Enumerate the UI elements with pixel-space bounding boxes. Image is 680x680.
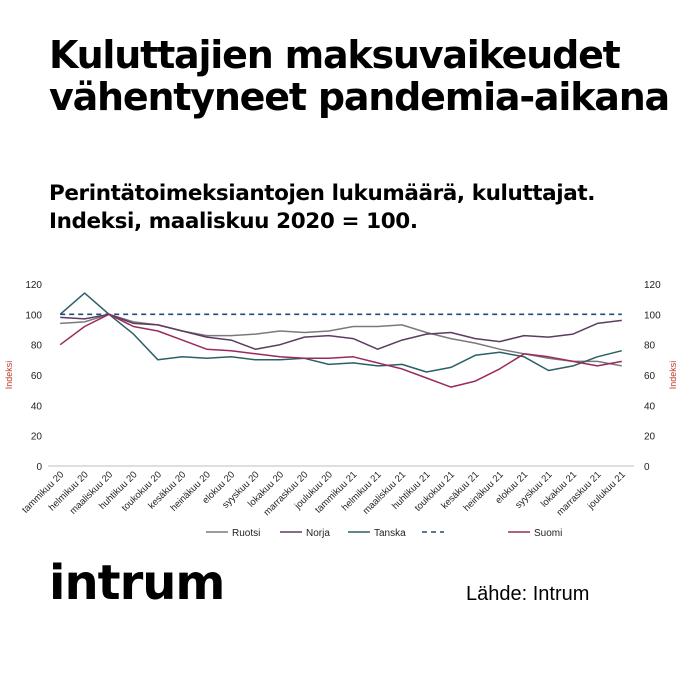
- y-tick-label-right: 120: [644, 280, 661, 291]
- legend-label-ruotsi: Ruotsi: [232, 528, 260, 539]
- y-tick-label-left: 100: [25, 310, 42, 321]
- y-tick-label-left: 120: [25, 280, 42, 291]
- y-tick-label-left: 60: [31, 371, 43, 382]
- series-line-tanska: [59, 292, 622, 373]
- y-axis-label-right: Indeksi: [668, 361, 678, 390]
- y-tick-label-right: 80: [644, 341, 656, 352]
- page-subtitle: Perintätoimeksiantojen lukumäärä, kulutt…: [49, 181, 596, 234]
- y-tick-label-left: 0: [36, 462, 42, 473]
- y-tick-label-right: 40: [644, 401, 656, 412]
- series-line-suomi: [59, 313, 622, 388]
- line-chart: 0 0 20 20 40 40 60 60 80 80 100 100 120 120 Indeksi Ind…: [4, 280, 678, 539]
- legend-label-norja: Norja: [306, 528, 330, 539]
- y-tick-label-right: 100: [644, 310, 661, 321]
- intrum-logo: intrum: [49, 555, 225, 611]
- y-axis-label-left: Indeksi: [4, 361, 14, 390]
- legend-label-tanska: Tanska: [374, 528, 406, 539]
- source-label: Lähde: Intrum: [466, 583, 590, 605]
- y-tick-label-right: 0: [644, 462, 650, 473]
- y-tick-label-right: 60: [644, 371, 656, 382]
- legend-label-suomi: Suomi: [534, 528, 562, 539]
- y-tick-label-left: 40: [31, 401, 43, 412]
- y-tick-label-left: 80: [31, 341, 43, 352]
- series-line-norja: [60, 313, 622, 350]
- y-tick-label-left: 20: [31, 432, 43, 443]
- page-title: Kuluttajien maksuvaikeudet vähentyneet p…: [49, 33, 670, 119]
- y-tick-label-right: 20: [644, 432, 656, 443]
